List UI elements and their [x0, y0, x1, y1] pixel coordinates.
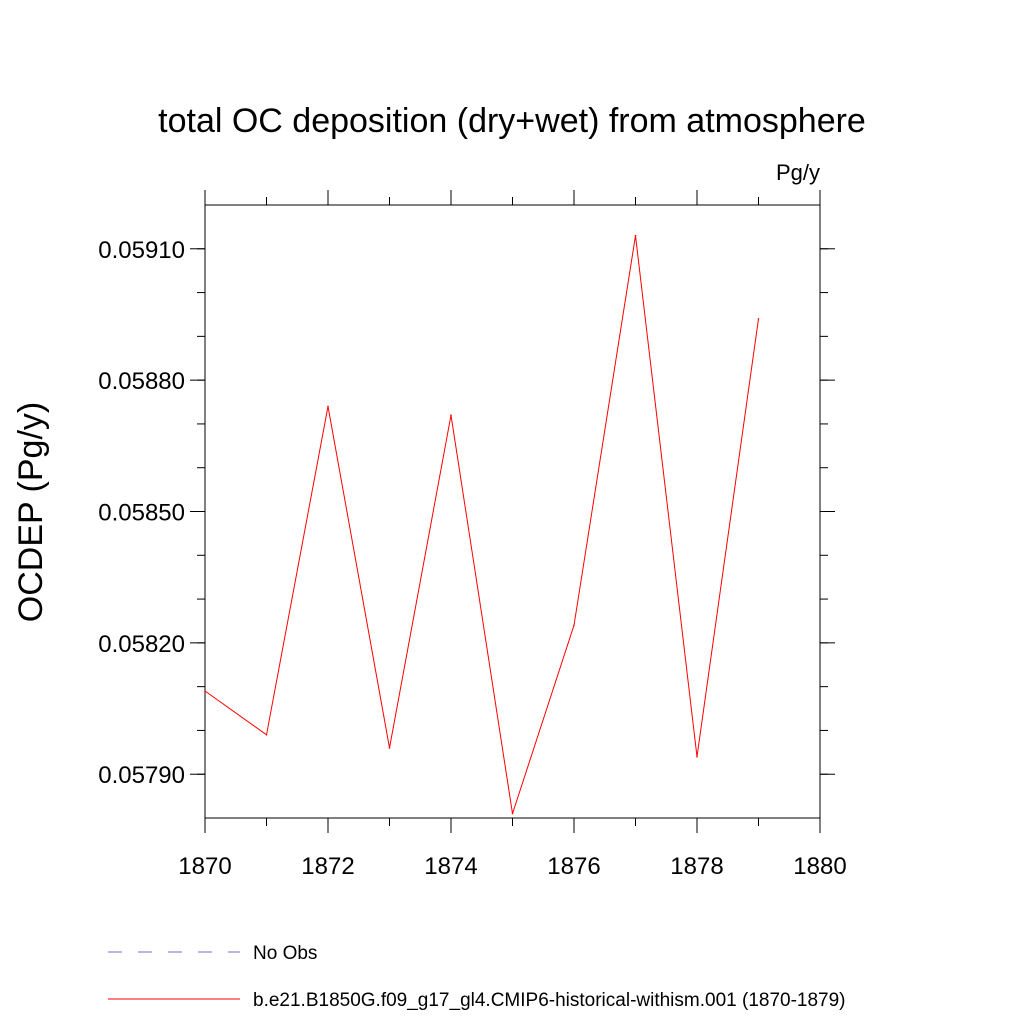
- data-point: [634, 234, 637, 237]
- data-point: [696, 755, 698, 758]
- data-point: [511, 812, 514, 815]
- plot-frame: [204, 204, 821, 819]
- data-point: [265, 734, 268, 736]
- y-tick-label: 0.05850: [98, 500, 185, 527]
- axis-ticks: [190, 190, 835, 833]
- series-group: [204, 234, 760, 815]
- data-point: [450, 414, 452, 416]
- legend-label: b.e21.B1850G.f09_g17_gl4.CMIP6-historica…: [253, 990, 846, 1011]
- chart-title: total OC deposition (dry+wet) from atmos…: [158, 102, 866, 140]
- y-tick-label: 0.05820: [98, 631, 185, 658]
- legend-label: No Obs: [253, 943, 317, 964]
- data-point: [204, 690, 206, 692]
- data-point: [327, 405, 329, 408]
- x-tick-label: 1878: [670, 853, 723, 880]
- y-tick-label: 0.05910: [98, 237, 185, 264]
- data-point: [388, 747, 391, 749]
- data-point: [573, 624, 575, 627]
- series-line: [204, 235, 759, 814]
- x-tick-label: 1874: [424, 853, 477, 880]
- axis-tick-labels: 1870 1872 1874 1876 1878 1880 0.05790 0.05820 0.…: [98, 237, 846, 880]
- data-point: [757, 318, 760, 320]
- x-tick-label: 1880: [793, 853, 846, 880]
- y-tick-label: 0.05790: [98, 762, 185, 789]
- y-tick-label: 0.05880: [98, 368, 185, 395]
- x-tick-label: 1876: [547, 853, 600, 880]
- y-axis-label: OCDEP (Pg/y): [12, 402, 50, 622]
- units-label: Pg/y: [776, 160, 820, 185]
- legend: No Obs b.e21.B1850G.f09_g17_gl4.CMIP6-his…: [108, 943, 846, 1011]
- x-tick-label: 1872: [301, 853, 354, 880]
- x-tick-label: 1870: [178, 853, 231, 880]
